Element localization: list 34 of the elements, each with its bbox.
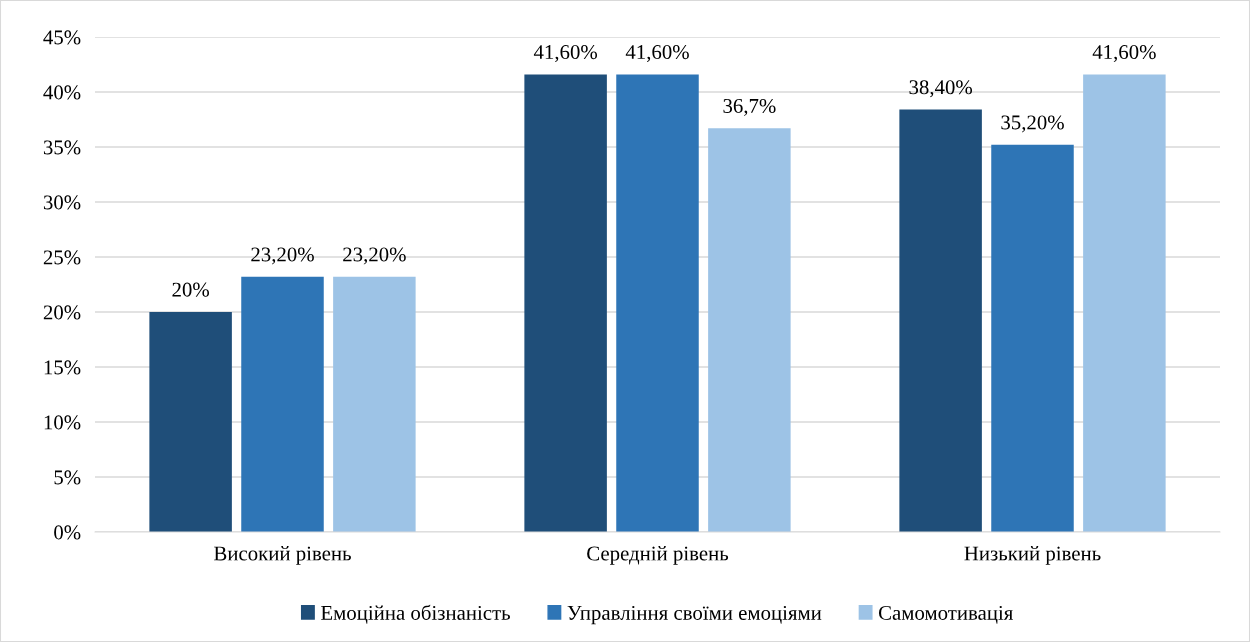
y-tick-label: 45%	[43, 30, 81, 45]
y-tick-label: 20%	[43, 305, 81, 320]
data-label: 36,7%	[723, 98, 776, 116]
data-label: 23,20%	[343, 247, 406, 265]
bar	[524, 74, 607, 532]
data-label: 41,60%	[533, 45, 598, 63]
bar	[241, 276, 324, 532]
bar	[1083, 74, 1166, 532]
y-tick-label: 25%	[43, 250, 81, 265]
x-tick-label: Високий рівень	[214, 546, 351, 565]
bar	[708, 128, 791, 532]
x-tick-label: Середній рівень	[587, 546, 729, 565]
x-tick-label: Низький рівень	[964, 546, 1101, 565]
bar	[149, 312, 232, 532]
y-tick-label: 40%	[43, 85, 81, 100]
bar	[899, 109, 982, 532]
legend-label: Емоційна обізнаність	[321, 604, 511, 624]
data-label: 20%	[172, 282, 210, 297]
data-label: 41,60%	[625, 45, 689, 63]
data-label: 41,60%	[1092, 45, 1156, 63]
y-tick-label: 10%	[44, 415, 81, 430]
bar	[616, 74, 699, 532]
bar	[991, 144, 1074, 532]
legend-label: Управління своїми емоціями	[567, 605, 822, 625]
y-tick-label: 5%	[54, 470, 81, 485]
y-tick-label: 35%	[43, 140, 81, 155]
y-tick-label: 0%	[54, 525, 81, 540]
data-label: 35,20%	[1001, 115, 1064, 133]
y-tick-label: 15%	[44, 360, 81, 375]
data-label: 38,40%	[909, 80, 973, 98]
bar	[333, 276, 416, 532]
data-label: 23,20%	[251, 247, 314, 265]
y-tick-label: 30%	[43, 195, 81, 210]
legend-label: Самомотивація	[878, 605, 1013, 624]
